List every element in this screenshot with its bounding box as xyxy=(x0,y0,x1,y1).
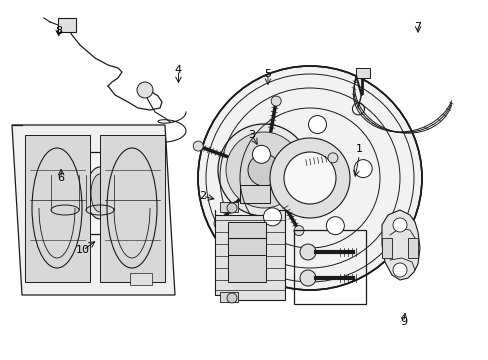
Circle shape xyxy=(198,66,421,290)
Circle shape xyxy=(214,219,224,229)
Bar xyxy=(407,238,417,258)
Circle shape xyxy=(269,138,349,218)
Circle shape xyxy=(226,203,237,213)
Circle shape xyxy=(226,293,237,303)
Bar xyxy=(130,273,152,285)
Circle shape xyxy=(299,244,315,260)
Circle shape xyxy=(271,96,281,106)
Polygon shape xyxy=(12,125,175,295)
Circle shape xyxy=(392,263,406,277)
Text: 6: 6 xyxy=(58,173,64,183)
Bar xyxy=(58,18,76,32)
Text: 1: 1 xyxy=(355,144,362,154)
Circle shape xyxy=(293,226,304,236)
Circle shape xyxy=(193,141,203,151)
Bar xyxy=(381,238,391,258)
Circle shape xyxy=(327,153,337,163)
Text: 5: 5 xyxy=(264,69,271,79)
Polygon shape xyxy=(215,210,285,300)
Text: 2: 2 xyxy=(199,191,206,201)
Circle shape xyxy=(263,208,281,226)
Bar xyxy=(220,202,238,212)
Circle shape xyxy=(247,154,280,186)
Polygon shape xyxy=(381,210,419,280)
Text: 3: 3 xyxy=(248,130,255,140)
Text: 4: 4 xyxy=(175,65,182,75)
Text: 9: 9 xyxy=(399,317,406,327)
Circle shape xyxy=(225,132,302,208)
Text: 10: 10 xyxy=(76,245,90,255)
Bar xyxy=(293,230,365,304)
Circle shape xyxy=(218,124,309,216)
Circle shape xyxy=(308,116,326,134)
Circle shape xyxy=(392,218,406,232)
Ellipse shape xyxy=(51,167,79,219)
Text: 8: 8 xyxy=(55,26,62,36)
Bar xyxy=(220,292,238,302)
Bar xyxy=(227,222,265,282)
Bar xyxy=(240,185,269,203)
Polygon shape xyxy=(100,135,164,282)
Circle shape xyxy=(299,270,315,286)
Bar xyxy=(28,152,132,234)
Ellipse shape xyxy=(56,174,74,212)
Circle shape xyxy=(284,152,335,204)
Text: 7: 7 xyxy=(414,22,421,32)
Polygon shape xyxy=(25,135,90,282)
Circle shape xyxy=(325,217,344,235)
Circle shape xyxy=(137,82,153,98)
Ellipse shape xyxy=(86,167,114,219)
Ellipse shape xyxy=(91,174,109,212)
Circle shape xyxy=(252,145,270,163)
Circle shape xyxy=(353,159,371,177)
Bar xyxy=(355,68,369,78)
